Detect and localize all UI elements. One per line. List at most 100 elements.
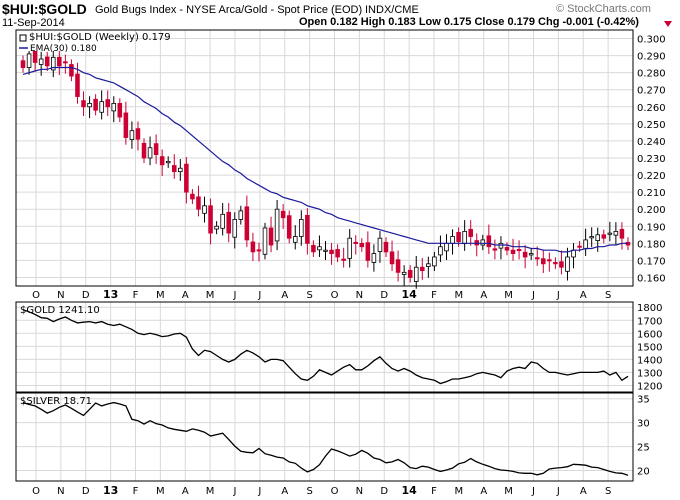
xtick-label: N <box>57 290 64 301</box>
candle-body <box>111 102 117 112</box>
gold-ytick-label: 1800 <box>637 303 662 314</box>
candle-body <box>250 241 256 253</box>
candle-body <box>432 256 437 267</box>
candle-body <box>347 237 352 259</box>
main-legend-ema: EMA(30) 0.180 <box>30 44 97 54</box>
xtick-label: F <box>431 290 437 301</box>
xtick-label: J <box>233 486 237 497</box>
candle-body <box>341 258 346 261</box>
candle-body <box>171 165 177 173</box>
candle-body <box>244 206 250 241</box>
silver-ytick-label: 25 <box>637 443 650 454</box>
candle-body <box>498 242 504 249</box>
gold-line <box>22 309 629 385</box>
candle-body <box>232 219 238 238</box>
xtick-label: S <box>306 486 312 497</box>
candle-body <box>117 102 123 118</box>
candle-body <box>619 228 625 239</box>
candle-body <box>456 232 461 243</box>
ema-line <box>22 66 628 253</box>
candle-body <box>93 98 98 111</box>
candle-body <box>359 242 365 248</box>
candle-body <box>480 239 486 246</box>
candle-body <box>516 249 522 252</box>
main-ytick-label: 0.210 <box>637 188 666 199</box>
xtick-label: J <box>233 290 237 301</box>
xtick-label: M <box>206 290 215 301</box>
candle-body <box>486 235 492 248</box>
xtick-label: M <box>156 290 165 301</box>
candle-body <box>220 213 225 229</box>
candle-body <box>129 130 135 140</box>
xtick-label: D <box>82 290 90 301</box>
candle-body <box>613 230 619 236</box>
candle-body <box>20 60 26 68</box>
main-ytick-label: 0.260 <box>637 103 666 114</box>
main-ytick-label: 0.240 <box>637 137 666 148</box>
silver-ytick-label: 35 <box>637 395 650 406</box>
xtick-label: 13 <box>103 288 118 301</box>
candle-body <box>522 251 528 258</box>
xtick-label: A <box>580 290 587 301</box>
candle-body <box>371 253 377 263</box>
candle-body <box>147 147 153 159</box>
candle-body <box>413 266 419 282</box>
candle-body <box>589 236 594 239</box>
xtick-label: J <box>257 486 261 497</box>
silver-ytick-label: 20 <box>637 466 650 477</box>
candle-body <box>329 249 334 254</box>
main-ytick-label: 0.290 <box>637 52 666 63</box>
silver-legend: $SILVER 18.71 <box>20 396 92 407</box>
candle-body <box>165 161 171 164</box>
candle-body <box>383 241 389 253</box>
xtick-label: N <box>57 486 64 497</box>
candle-body <box>299 219 304 237</box>
candle-body <box>69 64 74 77</box>
xtick-label: D <box>82 486 90 497</box>
xtick-label: A <box>580 486 587 497</box>
watermark: © StockCharts.com <box>556 3 651 15</box>
xtick-label: F <box>133 290 139 301</box>
xtick-label: M <box>504 290 513 301</box>
candle-body <box>123 112 129 138</box>
xtick-label: J <box>556 486 560 497</box>
candle-body <box>317 246 322 251</box>
candle-body <box>335 249 340 258</box>
xtick-label: 14 <box>401 484 417 497</box>
main-ytick-label: 0.170 <box>637 256 666 267</box>
gold-ytick-label: 1300 <box>637 368 662 379</box>
gold-panel-frame <box>15 301 634 393</box>
candle-body <box>389 251 395 265</box>
xtick-label: A <box>480 486 487 497</box>
xtick-label: S <box>306 290 312 301</box>
candle-body <box>377 237 383 252</box>
silver-panel-frame <box>15 392 634 482</box>
candle-body <box>534 257 540 260</box>
xtick-label: O <box>32 290 40 301</box>
silver-ytick-label: 30 <box>637 419 650 430</box>
candle-body <box>311 244 316 253</box>
candle-body <box>450 236 455 244</box>
candle-body <box>38 58 44 65</box>
candle-body <box>426 263 431 267</box>
chart-symbol: $HUI:$GOLD <box>2 1 87 17</box>
candle-body <box>202 205 207 214</box>
candle-body <box>292 236 298 243</box>
candle-body <box>468 228 473 237</box>
xtick-label: M <box>206 486 215 497</box>
xtick-label: N <box>356 290 363 301</box>
candle-body <box>565 256 570 272</box>
xtick-label: A <box>182 290 189 301</box>
main-ytick-label: 0.200 <box>637 205 666 216</box>
main-ytick-label: 0.160 <box>637 273 666 284</box>
xtick-label: A <box>281 290 288 301</box>
candle-body <box>184 163 189 193</box>
xtick-label: J <box>257 290 261 301</box>
candle-body <box>528 253 534 256</box>
candle-body <box>323 249 328 252</box>
candle-body <box>153 143 159 155</box>
candle-body <box>305 214 310 244</box>
candle-body <box>135 128 141 140</box>
main-ytick-label: 0.300 <box>637 35 666 46</box>
xtick-label: A <box>182 486 189 497</box>
